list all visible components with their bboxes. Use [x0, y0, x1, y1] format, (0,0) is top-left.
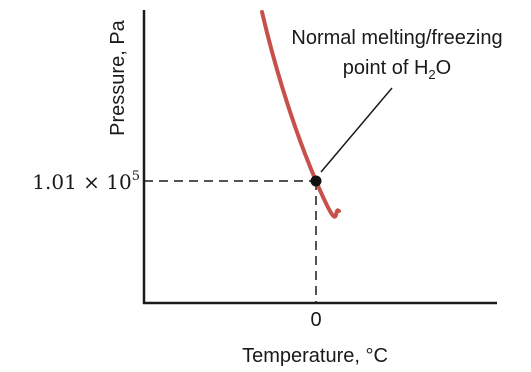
y-tick-exponent: 5: [132, 169, 140, 184]
solid-liquid-equilibrium-curve: [260, 10, 341, 219]
y-axis-label: Pressure, Pa: [107, 19, 129, 135]
annotation-line-1: Normal melting/freezing: [291, 27, 502, 49]
annotation-line-2: point of H2O: [343, 57, 451, 82]
y-tick-label: 1.01 × 105: [32, 169, 140, 194]
annotation-line-2-suffix: O: [436, 57, 452, 79]
y-tick-mantissa: 1.01 × 10: [32, 170, 131, 194]
x-axis-label: Temperature, °C: [242, 345, 388, 367]
annotation-leader-line: [320, 87, 393, 173]
x-tick-label: 0: [310, 309, 321, 331]
annotation-subscript: 2: [428, 67, 435, 82]
normal-melting-point-marker: [310, 175, 322, 187]
annotation-line-2-prefix: point of H: [343, 57, 429, 79]
